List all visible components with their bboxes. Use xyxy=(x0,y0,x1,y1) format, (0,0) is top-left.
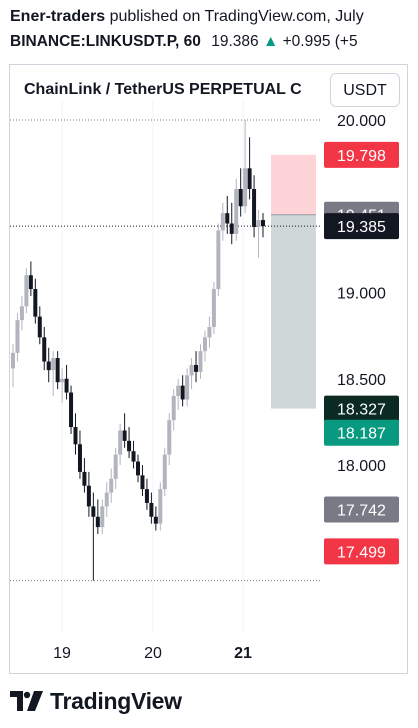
candle-body xyxy=(167,420,172,455)
published-text: published on TradingView.com, July xyxy=(109,8,364,25)
candle-body xyxy=(73,427,78,445)
candle-body xyxy=(19,306,24,321)
candle-body xyxy=(162,454,167,490)
tradingview-logo[interactable]: TradingView xyxy=(10,686,182,716)
tradingview-logo-icon xyxy=(10,691,43,711)
chart-title: ChainLink / TetherUS PERPETUAL C xyxy=(24,81,302,98)
candle-body xyxy=(171,396,176,421)
candle-body xyxy=(180,385,185,400)
x-tick-label: 20 xyxy=(144,645,162,662)
candle-body xyxy=(24,275,29,307)
candle-body xyxy=(234,189,239,234)
candle-body xyxy=(216,230,221,290)
symbol-label: BINANCE:LINKUSDT.P, 60 xyxy=(10,33,201,50)
price-tag xyxy=(324,213,399,240)
publish-line: Ener-traders published on TradingView.co… xyxy=(10,8,364,26)
price-tag-label: 19.798 xyxy=(337,148,386,165)
candle-body xyxy=(185,375,190,400)
candle-body xyxy=(261,220,265,227)
candle-body xyxy=(136,461,140,476)
y-tick-label: 18.500 xyxy=(337,372,386,389)
candle-body xyxy=(243,168,248,207)
candle-body xyxy=(118,430,123,455)
symbol-line: BINANCE:LINKUSDT.P, 60 19.386 ▲ +0.995 (… xyxy=(10,33,358,51)
x-tick-label: 21 xyxy=(234,645,252,662)
price-tag xyxy=(324,496,399,523)
candle-body xyxy=(33,289,38,317)
candle-body xyxy=(100,506,105,528)
candle-body xyxy=(91,506,96,517)
brand-name: TradingView xyxy=(50,687,182,714)
price-change: +0.995 (+5 xyxy=(282,33,358,50)
candle-body xyxy=(144,489,149,503)
candle-body xyxy=(122,430,127,441)
candle-body xyxy=(252,189,257,227)
candle-body xyxy=(220,213,225,231)
candle-body xyxy=(131,451,136,462)
candle-body xyxy=(55,358,60,383)
candle-body xyxy=(37,316,42,338)
price-tag-label: 17.742 xyxy=(337,503,386,520)
candle-body xyxy=(229,223,234,234)
candle-body xyxy=(194,364,199,372)
candle-body xyxy=(140,475,145,490)
candle-body xyxy=(60,378,65,383)
candle-body xyxy=(127,440,132,452)
candle-body xyxy=(82,471,87,486)
candle-body xyxy=(95,516,100,528)
stop-zone xyxy=(271,214,316,409)
candle-body xyxy=(202,337,207,352)
author-name[interactable]: Ener-traders xyxy=(10,8,106,25)
candle-body xyxy=(77,444,82,472)
candle-body xyxy=(198,351,203,372)
target-zone xyxy=(271,154,316,215)
price-tag-label: 17.499 xyxy=(337,544,386,561)
candle-body xyxy=(189,364,194,376)
y-tick-label: 19.000 xyxy=(337,286,386,303)
candle-body xyxy=(153,516,158,524)
candle-body xyxy=(113,454,118,479)
candle-body xyxy=(238,189,243,207)
candle-body xyxy=(86,485,91,507)
candle-body xyxy=(42,337,47,362)
candle-body xyxy=(51,358,56,371)
candle-body xyxy=(207,327,212,338)
candle-body xyxy=(149,502,154,517)
candle-body xyxy=(46,361,51,371)
candle-body xyxy=(256,220,261,227)
candle-body xyxy=(64,378,69,393)
candle-body xyxy=(69,392,74,428)
candle-body xyxy=(28,275,33,290)
price-tag xyxy=(324,395,399,422)
price-tag xyxy=(324,141,399,168)
candle-body xyxy=(211,289,216,327)
candle-body xyxy=(11,352,15,369)
currency-button[interactable]: USDT xyxy=(330,73,400,107)
candle-body xyxy=(104,492,109,507)
y-tick-label: 20.000 xyxy=(337,113,386,130)
price-tag-label: 19.385 xyxy=(337,219,386,236)
candle-body xyxy=(158,489,163,524)
y-tick-label: 18.000 xyxy=(337,458,386,475)
up-arrow-icon: ▲ xyxy=(262,33,279,50)
candle-body xyxy=(176,385,181,396)
candle-body xyxy=(109,478,114,493)
candle-body xyxy=(247,168,252,189)
candle-body xyxy=(225,213,230,224)
last-price: 19.386 xyxy=(211,33,259,50)
price-tag xyxy=(324,538,399,565)
price-tag xyxy=(324,419,399,446)
price-tag-label: 18.187 xyxy=(337,426,386,443)
candle-body xyxy=(15,320,20,353)
price-tag-label: 18.327 xyxy=(337,402,386,419)
x-tick-label: 19 xyxy=(53,645,71,662)
